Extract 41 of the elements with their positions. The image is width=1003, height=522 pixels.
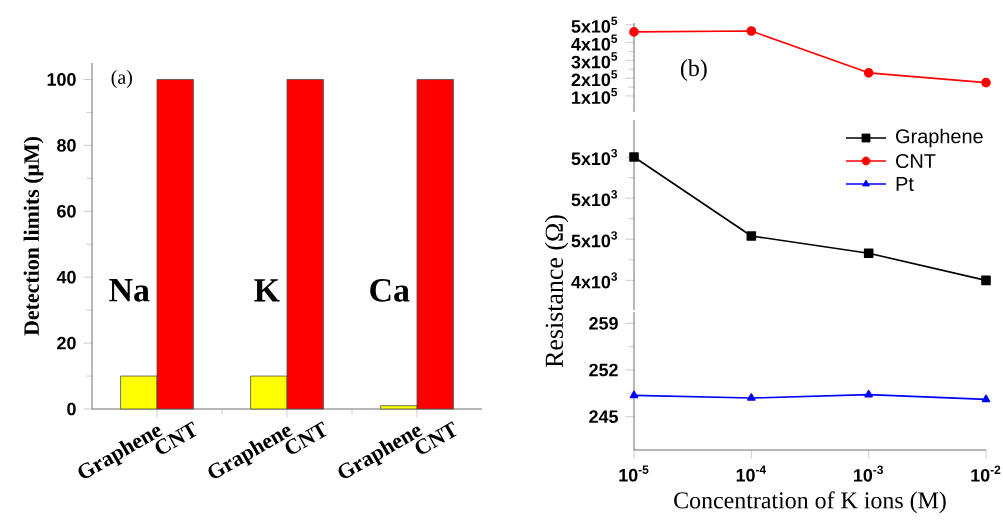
x-tick-label: Ca — [370, 278, 410, 302]
y-tick-label: 3x10$^{5}$ — [571, 52, 618, 69]
y-tick-label: 5x10$^{5}$ — [571, 16, 618, 33]
y-tick-label: 20 — [57, 336, 76, 350]
x-tick-label: 10$^{-3}$ — [854, 465, 884, 482]
y-tick-label: 5x10$^{3}$ — [571, 148, 618, 166]
point — [863, 68, 874, 78]
annotation: (a) — [111, 70, 132, 89]
point — [863, 248, 874, 259]
y-tick-label: 5x10$^{3}$ — [571, 190, 618, 207]
y-tick-label: 80 — [57, 139, 76, 152]
y-tick-label: 40 — [56, 270, 76, 284]
point — [746, 26, 757, 36]
point — [629, 27, 639, 37]
y-tick-label: 4x10$^{5}$ — [571, 34, 618, 51]
x-tick-label: K — [254, 279, 280, 302]
y-axis-title: Detection limits (μM) — [23, 137, 44, 336]
x-tick-label: 10$^{-2}$ — [971, 465, 1001, 482]
x-axis-title: Concentration of K ions (M) — [674, 491, 946, 514]
y-tick-label: 60 — [57, 204, 76, 218]
legend-label: Graphene — [896, 128, 983, 148]
point — [981, 77, 991, 88]
y-tick-label: 0 — [67, 402, 76, 416]
y-tick-label: 100 — [47, 73, 76, 86]
annotation: (b) — [680, 59, 707, 82]
legend-label: Pt — [896, 177, 914, 191]
y-tick-label: 259 — [589, 316, 618, 330]
point — [981, 275, 991, 286]
y-axis-title: Resistance (Ω) — [544, 215, 569, 368]
point — [746, 231, 757, 241]
legend-label: CNT — [896, 153, 936, 169]
y-tick-label: 5x10$^{3}$ — [571, 231, 618, 248]
x-tick-label: 10$^{-4}$ — [736, 465, 767, 482]
y-tick-label: 4x10$^{3}$ — [571, 272, 618, 289]
y-tick-label: 1x10$^{5}$ — [572, 87, 618, 104]
y-tick-label: 245 — [589, 410, 618, 424]
y-tick-label: 252 — [589, 363, 618, 377]
point — [629, 152, 639, 162]
x-tick-label: Na — [109, 279, 150, 302]
y-tick-label: 2x10$^{5}$ — [571, 70, 618, 87]
x-tick-label: 10$^{-5}$ — [619, 465, 649, 482]
